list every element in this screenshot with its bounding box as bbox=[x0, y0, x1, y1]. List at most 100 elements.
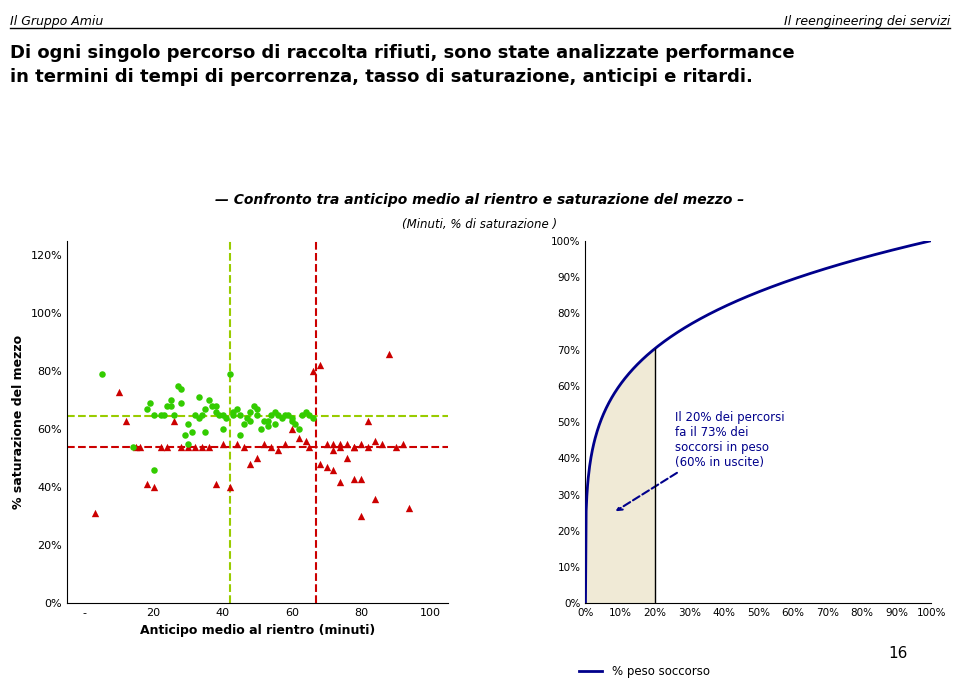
Point bbox=[208, 401, 224, 412]
Point bbox=[271, 410, 286, 420]
Point bbox=[298, 435, 313, 446]
Point bbox=[129, 441, 144, 452]
Point bbox=[243, 415, 258, 426]
Point bbox=[228, 403, 244, 414]
Point bbox=[180, 441, 196, 452]
Text: (Minuti, % di saturazione ): (Minuti, % di saturazione ) bbox=[402, 218, 558, 231]
Point bbox=[263, 441, 278, 452]
Point bbox=[284, 424, 300, 435]
Point bbox=[204, 401, 220, 412]
Point bbox=[360, 441, 375, 452]
Point bbox=[325, 439, 341, 450]
Point bbox=[222, 369, 237, 380]
Point bbox=[250, 403, 265, 414]
Point bbox=[260, 415, 276, 426]
Point bbox=[291, 424, 306, 435]
Point bbox=[142, 398, 157, 409]
Point bbox=[94, 369, 109, 380]
Point bbox=[295, 410, 310, 420]
Point bbox=[194, 441, 209, 452]
Point bbox=[232, 410, 248, 420]
Point bbox=[395, 439, 410, 450]
Point bbox=[274, 412, 289, 423]
Point bbox=[208, 479, 224, 490]
Point bbox=[174, 441, 189, 452]
Point bbox=[187, 441, 203, 452]
Point bbox=[325, 444, 341, 455]
Point bbox=[280, 410, 296, 420]
Point bbox=[284, 412, 300, 423]
Point bbox=[215, 424, 230, 435]
Point bbox=[246, 401, 261, 412]
Point bbox=[170, 380, 185, 391]
Point bbox=[184, 426, 200, 437]
Point bbox=[159, 401, 175, 412]
Point bbox=[312, 459, 327, 470]
Point bbox=[167, 410, 182, 420]
Point bbox=[118, 415, 133, 426]
Point bbox=[353, 439, 369, 450]
Point bbox=[215, 439, 230, 450]
Point bbox=[132, 441, 148, 452]
Point bbox=[87, 508, 103, 519]
Text: Di ogni singolo percorso di raccolta rifiuti, sono state analizzate performance
: Di ogni singolo percorso di raccolta rif… bbox=[10, 44, 794, 85]
Point bbox=[146, 410, 161, 420]
Point bbox=[163, 395, 179, 405]
Point bbox=[228, 439, 244, 450]
Point bbox=[236, 418, 252, 429]
Point bbox=[202, 395, 217, 405]
Text: 16: 16 bbox=[888, 646, 907, 661]
Point bbox=[353, 511, 369, 522]
Point bbox=[153, 441, 168, 452]
Point bbox=[277, 410, 293, 420]
Point bbox=[226, 410, 241, 420]
Legend: % peso soccorso: % peso soccorso bbox=[574, 660, 714, 678]
Point bbox=[333, 439, 348, 450]
Point bbox=[139, 479, 155, 490]
Point bbox=[374, 439, 390, 450]
Point bbox=[167, 415, 182, 426]
Point bbox=[125, 441, 140, 452]
Point bbox=[202, 441, 217, 452]
Point bbox=[305, 366, 321, 377]
Point bbox=[180, 418, 196, 429]
Point bbox=[180, 439, 196, 450]
Point bbox=[263, 410, 278, 420]
Point bbox=[219, 412, 234, 423]
Point bbox=[347, 441, 362, 452]
Point bbox=[340, 439, 355, 450]
Point bbox=[153, 410, 168, 420]
Point bbox=[277, 439, 293, 450]
Point bbox=[226, 407, 241, 418]
Point bbox=[250, 453, 265, 464]
Text: Il reengineering dei servizi: Il reengineering dei servizi bbox=[784, 15, 950, 28]
Point bbox=[146, 482, 161, 493]
Point bbox=[191, 392, 206, 403]
Y-axis label: % saturazione del mezzo: % saturazione del mezzo bbox=[12, 335, 25, 509]
Point bbox=[368, 435, 383, 446]
Point bbox=[232, 430, 248, 441]
Point bbox=[174, 383, 189, 394]
Point bbox=[267, 407, 282, 418]
Point bbox=[191, 412, 206, 423]
Point bbox=[319, 462, 334, 473]
Point bbox=[236, 441, 252, 452]
Point bbox=[325, 464, 341, 475]
Point bbox=[215, 410, 230, 420]
Point bbox=[174, 398, 189, 409]
Point bbox=[381, 348, 396, 359]
Point bbox=[301, 441, 317, 452]
Point bbox=[159, 441, 175, 452]
Point bbox=[402, 502, 418, 513]
Point bbox=[187, 410, 203, 420]
Point bbox=[353, 473, 369, 484]
Point bbox=[291, 433, 306, 443]
Text: — Confronto tra anticipo medio al rientro e saturazione del mezzo –: — Confronto tra anticipo medio al rientr… bbox=[215, 193, 745, 207]
Point bbox=[177, 430, 192, 441]
Point bbox=[271, 444, 286, 455]
Point bbox=[243, 407, 258, 418]
Point bbox=[156, 410, 172, 420]
Point bbox=[111, 386, 127, 397]
Point bbox=[333, 441, 348, 452]
Point bbox=[198, 426, 213, 437]
